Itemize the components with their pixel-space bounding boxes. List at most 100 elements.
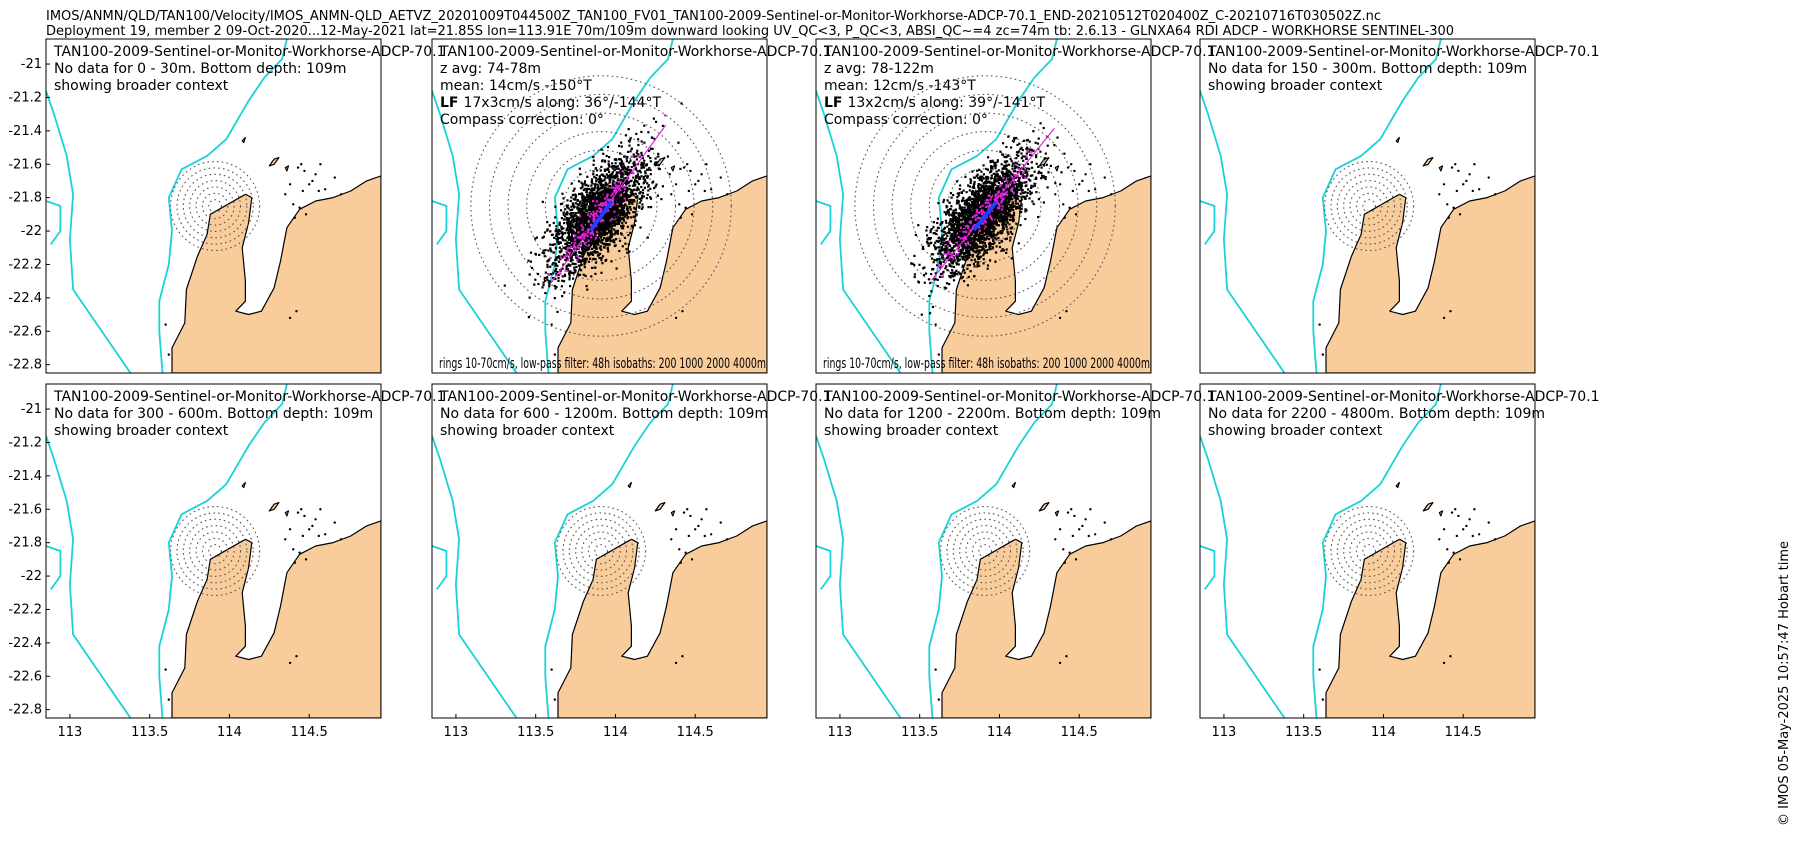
velocity-point — [603, 190, 606, 193]
velocity-point — [978, 168, 981, 171]
velocity-point — [964, 217, 967, 220]
islet — [678, 203, 681, 206]
velocity-point — [1025, 152, 1028, 155]
velocity-point — [578, 228, 581, 231]
lowpass-point — [581, 234, 584, 238]
islet — [319, 163, 322, 166]
velocity-point — [560, 248, 563, 251]
velocity-point — [643, 141, 646, 144]
velocity-point — [584, 205, 587, 209]
velocity-point — [977, 239, 980, 242]
velocity-point — [638, 205, 641, 208]
velocity-point — [1041, 174, 1044, 177]
velocity-point — [594, 201, 597, 204]
ring-60cm-s — [176, 167, 254, 245]
velocity-point — [616, 175, 619, 178]
velocity-point — [940, 247, 943, 250]
velocity-point — [553, 284, 556, 288]
velocity-point — [631, 199, 634, 202]
velocity-point — [1031, 166, 1034, 169]
velocity-point — [592, 205, 595, 208]
velocity-point — [950, 225, 953, 228]
velocity-point — [620, 218, 623, 221]
velocity-point — [594, 177, 598, 180]
lowpass-point — [576, 259, 579, 262]
velocity-point — [1037, 137, 1040, 140]
velocity-point — [1021, 189, 1024, 192]
velocity-point — [962, 213, 965, 217]
velocity-point — [654, 185, 657, 188]
velocity-point — [587, 194, 590, 197]
velocity-point — [588, 207, 591, 210]
velocity-point — [1028, 190, 1031, 193]
velocity-point — [953, 222, 956, 226]
velocity-point — [586, 218, 589, 221]
velocity-point — [622, 196, 625, 199]
islet — [301, 189, 305, 193]
velocity-point — [571, 262, 574, 265]
velocity-point — [617, 194, 621, 197]
islet — [674, 316, 678, 320]
velocity-point — [566, 243, 569, 246]
velocity-point — [603, 224, 606, 228]
velocity-point — [952, 239, 955, 242]
velocity-point — [992, 232, 995, 235]
velocity-point — [999, 150, 1002, 153]
velocity-point — [600, 190, 603, 193]
velocity-point — [628, 168, 631, 171]
velocity-point — [629, 170, 632, 173]
velocity-point — [1042, 175, 1045, 178]
velocity-point — [618, 239, 622, 242]
velocity-point — [616, 188, 619, 191]
velocity-point — [617, 220, 620, 223]
velocity-point — [531, 266, 534, 270]
velocity-point — [558, 222, 561, 225]
velocity-point — [943, 211, 946, 214]
velocity-point — [1005, 198, 1008, 201]
velocity-point — [593, 266, 596, 269]
velocity-point — [1001, 217, 1004, 220]
velocity-point — [1003, 223, 1006, 226]
velocity-point — [977, 204, 981, 207]
velocity-point — [583, 257, 587, 260]
velocity-point — [542, 235, 545, 238]
velocity-point — [622, 219, 626, 222]
velocity-point — [565, 229, 568, 232]
velocity-point — [620, 162, 623, 166]
velocity-point — [1025, 184, 1028, 187]
velocity-point — [950, 237, 954, 240]
velocity-point — [643, 181, 646, 184]
velocity-point — [575, 227, 578, 230]
velocity-point — [970, 241, 973, 244]
velocity-point — [992, 192, 995, 196]
velocity-point — [577, 204, 580, 207]
ring-20cm-s — [201, 192, 229, 220]
velocity-point — [571, 231, 574, 234]
velocity-point — [614, 196, 617, 199]
velocity-point — [973, 186, 976, 189]
lowpass-point — [593, 213, 596, 216]
velocity-point — [628, 198, 631, 202]
velocity-point — [633, 211, 636, 214]
velocity-point — [585, 242, 588, 245]
velocity-point — [956, 219, 959, 222]
velocity-point — [948, 222, 951, 225]
velocity-point — [581, 199, 584, 202]
velocity-point — [996, 159, 999, 162]
velocity-point — [642, 175, 645, 179]
velocity-point — [646, 193, 649, 196]
velocity-point — [581, 243, 585, 246]
velocity-point — [594, 207, 597, 210]
velocity-point — [991, 224, 994, 227]
velocity-point — [608, 235, 612, 238]
velocity-point — [994, 179, 997, 182]
velocity-point — [641, 192, 645, 195]
velocity-point — [929, 281, 932, 285]
velocity-point — [1005, 156, 1008, 159]
velocity-point — [977, 253, 980, 256]
velocity-point — [620, 225, 623, 228]
velocity-point — [645, 197, 648, 200]
velocity-point — [568, 236, 572, 239]
lowpass-point — [591, 230, 594, 233]
